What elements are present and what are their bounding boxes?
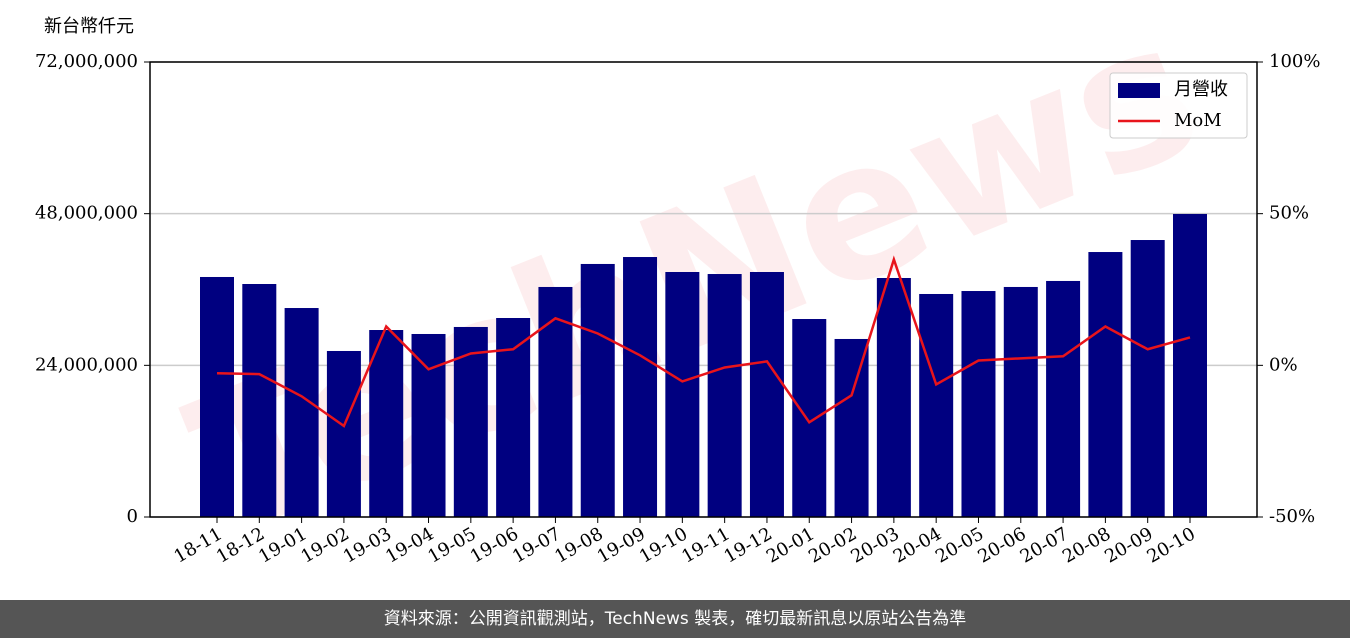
bar [326, 350, 361, 517]
legend-label: 月營收 [1174, 79, 1228, 100]
bar [1003, 286, 1038, 517]
bar [707, 274, 742, 517]
plot-frame [149, 61, 1258, 518]
bar [961, 291, 996, 517]
y-tick-label: 0 [127, 506, 138, 527]
y2-tick-label: 0% [1269, 354, 1298, 375]
y2-tick-label: 100% [1269, 51, 1320, 72]
y-axis-label: 新台幣仟元 [44, 16, 134, 37]
footer-bar [0, 600, 1350, 638]
bar [1173, 213, 1207, 517]
y-tick-label: 72,000,000 [35, 51, 138, 72]
y2-tick-label: 50% [1269, 203, 1309, 224]
line [216, 255, 1191, 428]
legend-label: MoM [1174, 110, 1222, 131]
bar [1130, 240, 1165, 518]
bar [242, 284, 277, 517]
legend-swatch [1118, 83, 1160, 98]
bar [200, 276, 234, 517]
bar [411, 333, 446, 517]
bar [623, 257, 658, 517]
bar [1046, 280, 1081, 517]
bar [284, 308, 319, 517]
bar [453, 326, 488, 517]
bar [1088, 252, 1123, 517]
footer-text: 資料來源：公開資訊觀測站，TechNews 製表，確切最新訊息以原站公告為準 [384, 609, 966, 629]
bar [580, 263, 615, 517]
y-tick-label: 48,000,000 [35, 203, 138, 224]
bar [834, 338, 869, 517]
bar [876, 277, 911, 517]
x-tick-label: 20-10 [1144, 523, 1199, 567]
bar [749, 271, 784, 517]
bar [665, 271, 700, 517]
y-tick-label: 24,000,000 [35, 354, 138, 375]
y2-tick-label: -50% [1269, 506, 1315, 527]
bar [369, 330, 404, 517]
bar [792, 319, 827, 517]
bar [919, 293, 954, 517]
